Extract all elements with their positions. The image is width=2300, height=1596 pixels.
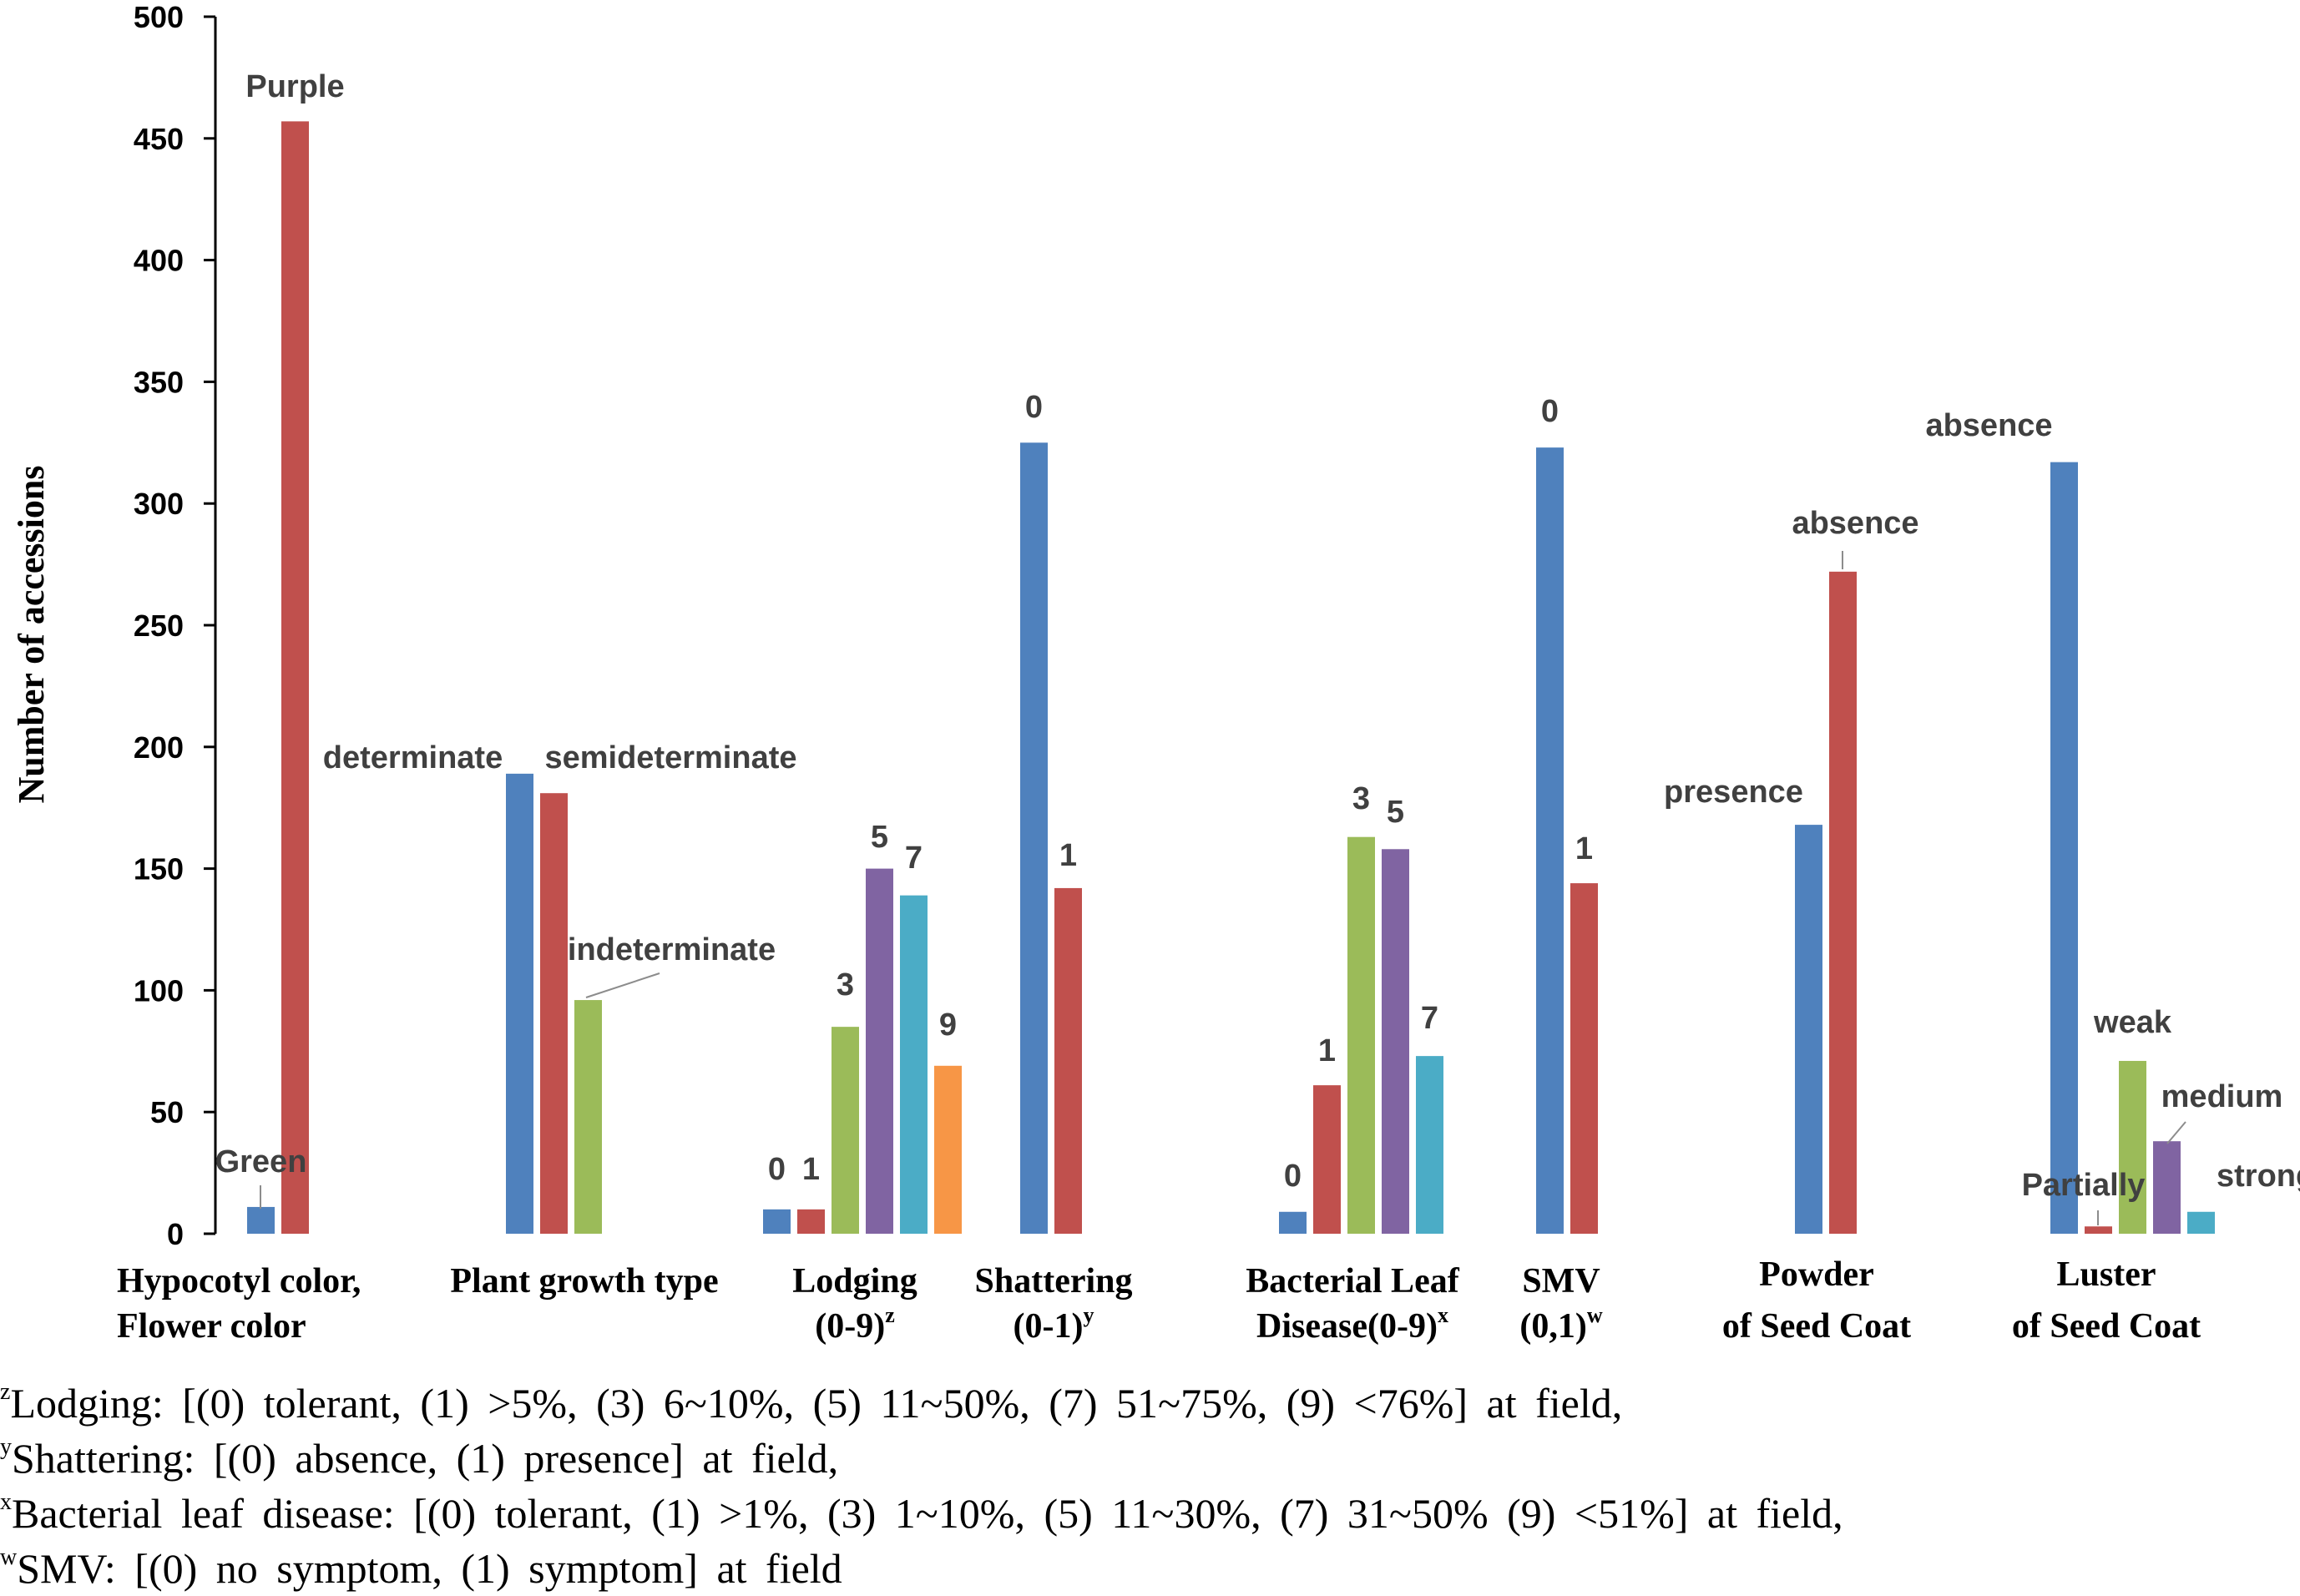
y-tick-label: 350	[134, 365, 184, 399]
group-label-1-line1: Hypocotyl color,	[117, 1262, 361, 1301]
data-label-1: 1	[1318, 1033, 1336, 1068]
leader-line	[2166, 1121, 2186, 1144]
bar-group5-7	[1416, 1056, 1443, 1234]
bar-group2-indeterminate	[574, 1000, 602, 1234]
data-label-7: 7	[905, 841, 923, 876]
bar-group2-determinate	[506, 773, 533, 1234]
group-label-2-line1: Plant growth type	[450, 1262, 718, 1301]
group-label-8-line2: of Seed Coat	[2012, 1307, 2201, 1346]
data-label-7: 7	[1421, 1001, 1438, 1036]
data-label-0: 0	[1284, 1159, 1302, 1194]
data-label-3: 3	[837, 967, 854, 1003]
data-label-5: 5	[1387, 795, 1404, 830]
bar-group1-green	[247, 1206, 275, 1234]
data-label-purple: Purple	[245, 69, 344, 104]
bar-group2-semideterminate	[540, 793, 568, 1234]
bar-group1-purple	[281, 121, 309, 1235]
bar-group8-medium	[2153, 1141, 2181, 1234]
group-label-5-line2: Disease(0-9)x	[1256, 1303, 1448, 1346]
group-labels-layer: Hypocotyl color, Flower color Plant growth…	[117, 1255, 2201, 1346]
data-label-partially: Partially	[2022, 1168, 2146, 1203]
bar-group3-1	[797, 1209, 825, 1234]
leader-lines-layer	[260, 551, 2186, 1225]
y-axis-label: Number of accessions	[11, 466, 52, 804]
data-label-green: Green	[215, 1144, 307, 1179]
data-label-semideterminate: semideterminate	[544, 740, 796, 775]
group-label-5-line1: Bacterial Leaf	[1246, 1262, 1459, 1301]
data-label-absence: absence	[1925, 408, 2052, 443]
bars-layer	[247, 121, 2215, 1235]
bar-group8-partially	[2085, 1226, 2112, 1234]
bar-group5-0	[1279, 1211, 1307, 1234]
bar-group5-3	[1347, 836, 1375, 1234]
footnotes: zLodging: [(0) tolerant, (1) >5%, (3) 6~…	[0, 1376, 2300, 1596]
data-label-indeterminate: indeterminate	[568, 932, 776, 967]
bar-group7-presence	[1795, 825, 1822, 1234]
bar-group5-5	[1382, 849, 1409, 1234]
bar-group8-absence	[2050, 462, 2078, 1234]
group-label-1-line2: Flower color	[117, 1307, 306, 1346]
data-label-0: 0	[768, 1152, 786, 1187]
data-label-3: 3	[1352, 781, 1370, 816]
bar-group3-3	[832, 1027, 859, 1234]
bar-group5-1	[1313, 1085, 1341, 1234]
group-label-8-line1: Luster	[2057, 1255, 2156, 1294]
bar-group8-weak	[2119, 1060, 2146, 1234]
data-label-weak: weak	[2093, 1005, 2172, 1040]
data-label-absence: absence	[1792, 506, 1918, 541]
data-label-0: 0	[1541, 394, 1559, 429]
bar-group6-1	[1570, 883, 1598, 1234]
y-axis-ticks: 0 50 100 150 200 250 300 350 400 450 500	[134, 0, 215, 1251]
group-label-6-line1: SMV	[1522, 1262, 1600, 1301]
group-label-3-line1: Lodging	[792, 1262, 917, 1301]
data-label-1: 1	[1575, 831, 1593, 866]
data-label-presence: presence	[1664, 775, 1803, 810]
group-label-4-line1: Shattering	[975, 1262, 1133, 1301]
data-label-determinate: determinate	[323, 740, 503, 775]
y-tick-label: 450	[134, 122, 184, 156]
y-tick-label: 400	[134, 244, 184, 278]
y-tick-label: 150	[134, 852, 184, 886]
y-tick-label: 300	[134, 487, 184, 521]
data-label-5: 5	[871, 820, 888, 855]
leader-line	[585, 972, 660, 998]
bar-group3-5	[866, 868, 893, 1234]
y-tick-label: 100	[134, 973, 184, 1008]
group-label-6-line2: (0,1)w	[1519, 1303, 1602, 1346]
group-label-3-line2: (0-9)z	[815, 1303, 895, 1346]
footnote-lodging: zLodging: [(0) tolerant, (1) >5%, (3) 6~…	[0, 1379, 1623, 1427]
bar-group6-0	[1536, 447, 1564, 1234]
bar-group8-strong	[2187, 1211, 2215, 1234]
footnote-smv: wSMV: [(0) no symptom, (1) symptom] at f…	[0, 1544, 842, 1592]
footnote-bacterial-leaf-disease: xBacterial leaf disease: [(0) tolerant, …	[0, 1489, 1843, 1537]
data-label-1: 1	[1059, 838, 1077, 873]
y-tick-label: 0	[167, 1217, 184, 1251]
data-label-strong: strong	[2217, 1159, 2300, 1194]
bar-group3-7	[900, 895, 928, 1234]
bar-group4-1	[1054, 887, 1082, 1234]
data-label-0: 0	[1025, 390, 1043, 425]
data-labels-layer: Green Purple determinate semideterminate ind…	[215, 69, 2300, 1203]
bar-group4-0	[1020, 442, 1048, 1234]
data-label-medium: medium	[2161, 1079, 2283, 1114]
group-label-4-line2: (0-1)y	[1014, 1303, 1094, 1346]
y-tick-label: 250	[134, 609, 184, 643]
data-label-9: 9	[939, 1008, 957, 1043]
y-tick-label: 50	[150, 1095, 184, 1129]
data-label-1: 1	[802, 1152, 820, 1187]
group-label-7-line2: of Seed Coat	[1722, 1307, 1911, 1346]
bar-group3-9	[934, 1065, 962, 1234]
group-label-7-line1: Powder	[1759, 1255, 1874, 1294]
y-tick-label: 200	[134, 730, 184, 765]
bar-group7-absence	[1829, 571, 1857, 1234]
y-tick-label: 500	[134, 0, 184, 34]
footnote-shattering: yShattering: [(0) absence, (1) presence]…	[0, 1434, 839, 1482]
bar-group3-0	[763, 1209, 791, 1234]
